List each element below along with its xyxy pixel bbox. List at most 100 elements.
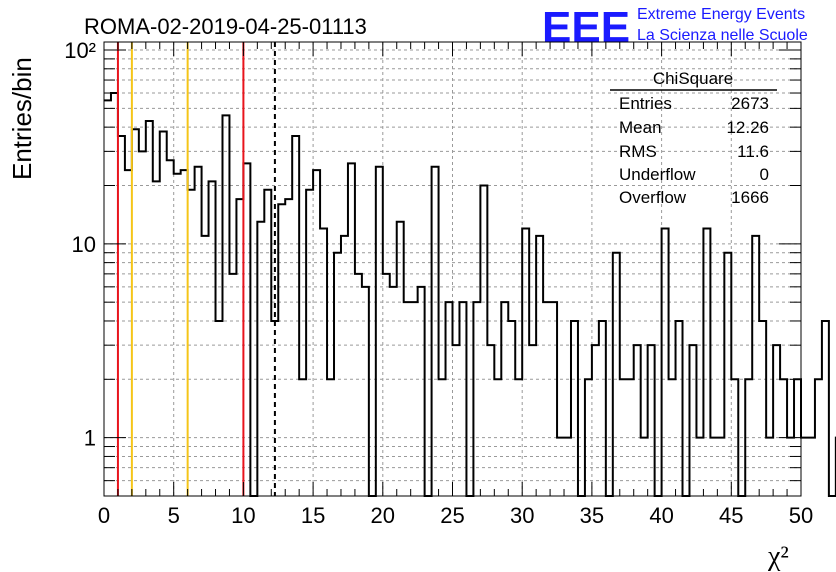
stats-overflow-label: Overflow bbox=[619, 188, 687, 207]
histogram-bin bbox=[662, 228, 669, 496]
histogram-bin bbox=[487, 345, 494, 496]
histogram-bin bbox=[181, 170, 188, 496]
stats-rms-value: 11.6 bbox=[737, 142, 769, 161]
y-tick-label: 1 bbox=[84, 426, 96, 451]
histogram-bin bbox=[278, 204, 285, 496]
x-tick-label: 10 bbox=[231, 503, 255, 528]
histogram-bin bbox=[634, 345, 641, 496]
histogram-bin bbox=[160, 131, 167, 496]
histogram-series bbox=[104, 92, 836, 497]
x-tick-label: 50 bbox=[789, 503, 813, 528]
histogram-bin bbox=[752, 236, 759, 496]
histogram-bin bbox=[153, 181, 160, 496]
stats-underflow-label: Underflow bbox=[619, 165, 696, 184]
histogram-bin bbox=[822, 321, 829, 496]
histogram-bin bbox=[453, 345, 460, 496]
y-tick-label: 10² bbox=[64, 38, 96, 63]
histogram-bin bbox=[209, 181, 216, 496]
reference-lines bbox=[116, 42, 276, 496]
x-tick-label: 0 bbox=[98, 503, 110, 528]
histogram-bin bbox=[613, 253, 620, 496]
histogram-bin bbox=[480, 185, 487, 496]
histogram-bin bbox=[292, 136, 299, 496]
histogram-outline bbox=[104, 92, 836, 497]
histogram-bin bbox=[216, 321, 223, 496]
histogram-bin bbox=[676, 321, 683, 496]
logo-letters: EEE bbox=[542, 3, 630, 52]
histogram-bin bbox=[146, 121, 153, 496]
histogram-bin bbox=[188, 190, 195, 496]
plot-area: 0 5 10 15 20 25 30 35 40 45 50 1 10 10² bbox=[64, 38, 836, 528]
histogram-bin bbox=[473, 302, 480, 496]
histogram-bin bbox=[759, 321, 766, 496]
histogram-bin bbox=[167, 160, 174, 496]
histogram-bin bbox=[550, 302, 557, 496]
stats-entries-label: Entries bbox=[619, 94, 672, 113]
stats-underflow-value: 0 bbox=[760, 165, 769, 184]
histogram-bin bbox=[411, 302, 418, 496]
x-tick-label: 20 bbox=[371, 503, 395, 528]
stats-box: ChiSquare Entries 2673 Mean 12.26 RMS 11… bbox=[610, 69, 777, 207]
stats-header: ChiSquare bbox=[653, 69, 733, 88]
histogram-bin bbox=[341, 236, 348, 496]
histogram-bin bbox=[139, 151, 146, 496]
x-tick-label: 40 bbox=[649, 503, 673, 528]
histogram-bin bbox=[703, 228, 710, 496]
histogram-bin bbox=[522, 228, 529, 496]
histogram-bin bbox=[773, 345, 780, 496]
histogram-bin bbox=[543, 302, 550, 496]
x-axis-label: χ² bbox=[767, 541, 789, 572]
histogram-bin bbox=[125, 170, 132, 496]
x-tick-label: 25 bbox=[440, 503, 464, 528]
histogram-bin bbox=[599, 321, 606, 496]
histogram-bin bbox=[104, 100, 111, 496]
x-tick-label: 30 bbox=[510, 503, 534, 528]
histogram-bin bbox=[222, 115, 229, 496]
x-tick-label: 15 bbox=[301, 503, 325, 528]
histogram-bin bbox=[362, 287, 369, 496]
histogram-bin bbox=[536, 236, 543, 496]
x-tick-label: 45 bbox=[719, 503, 743, 528]
stats-mean-value: 12.26 bbox=[726, 118, 769, 137]
stats-rms-label: RMS bbox=[619, 142, 657, 161]
histogram-bin bbox=[390, 287, 397, 496]
axes: 0 5 10 15 20 25 30 35 40 45 50 1 10 10² bbox=[64, 38, 813, 528]
histogram-bin bbox=[592, 345, 599, 496]
histogram-bin bbox=[571, 321, 578, 496]
histogram-bin bbox=[334, 253, 341, 496]
histogram-bin bbox=[306, 190, 313, 496]
histogram-bin bbox=[320, 228, 327, 496]
histogram-bin bbox=[111, 93, 118, 496]
histogram-bin bbox=[174, 174, 181, 496]
histogram-bin bbox=[418, 287, 425, 496]
x-tick-label: 5 bbox=[168, 503, 180, 528]
histogram-bin bbox=[815, 379, 822, 496]
histogram-bin bbox=[404, 302, 411, 496]
y-tick-label: 10 bbox=[72, 232, 96, 257]
chart-title: ROMA-02-2019-04-25-01113 bbox=[84, 14, 367, 39]
histogram-bin bbox=[313, 170, 320, 496]
histogram-bin bbox=[724, 253, 731, 496]
histogram-bin bbox=[648, 345, 655, 496]
histogram-bin bbox=[689, 345, 696, 496]
x-tick-label: 35 bbox=[580, 503, 604, 528]
histogram-bin bbox=[355, 274, 362, 496]
histogram-bin bbox=[508, 321, 515, 496]
histogram-bin bbox=[229, 274, 236, 496]
histogram-bin bbox=[459, 302, 466, 496]
histogram-bin bbox=[446, 302, 453, 496]
histogram-bin bbox=[118, 136, 125, 496]
stats-mean-label: Mean bbox=[619, 118, 662, 137]
stats-entries-value: 2673 bbox=[731, 94, 769, 113]
stats-overflow-value: 1666 bbox=[731, 188, 769, 207]
histogram-bin bbox=[383, 274, 390, 496]
histogram-bin bbox=[264, 190, 271, 496]
histogram-bin bbox=[529, 345, 536, 496]
histogram-bin bbox=[202, 236, 209, 496]
logo-line-1: Extreme Energy Events bbox=[637, 6, 805, 23]
histogram-bin bbox=[501, 302, 508, 496]
eee-logo: EEE Extreme Energy Events La Scienza nel… bbox=[542, 3, 808, 52]
histogram-bin bbox=[808, 438, 815, 496]
grid bbox=[104, 42, 801, 496]
